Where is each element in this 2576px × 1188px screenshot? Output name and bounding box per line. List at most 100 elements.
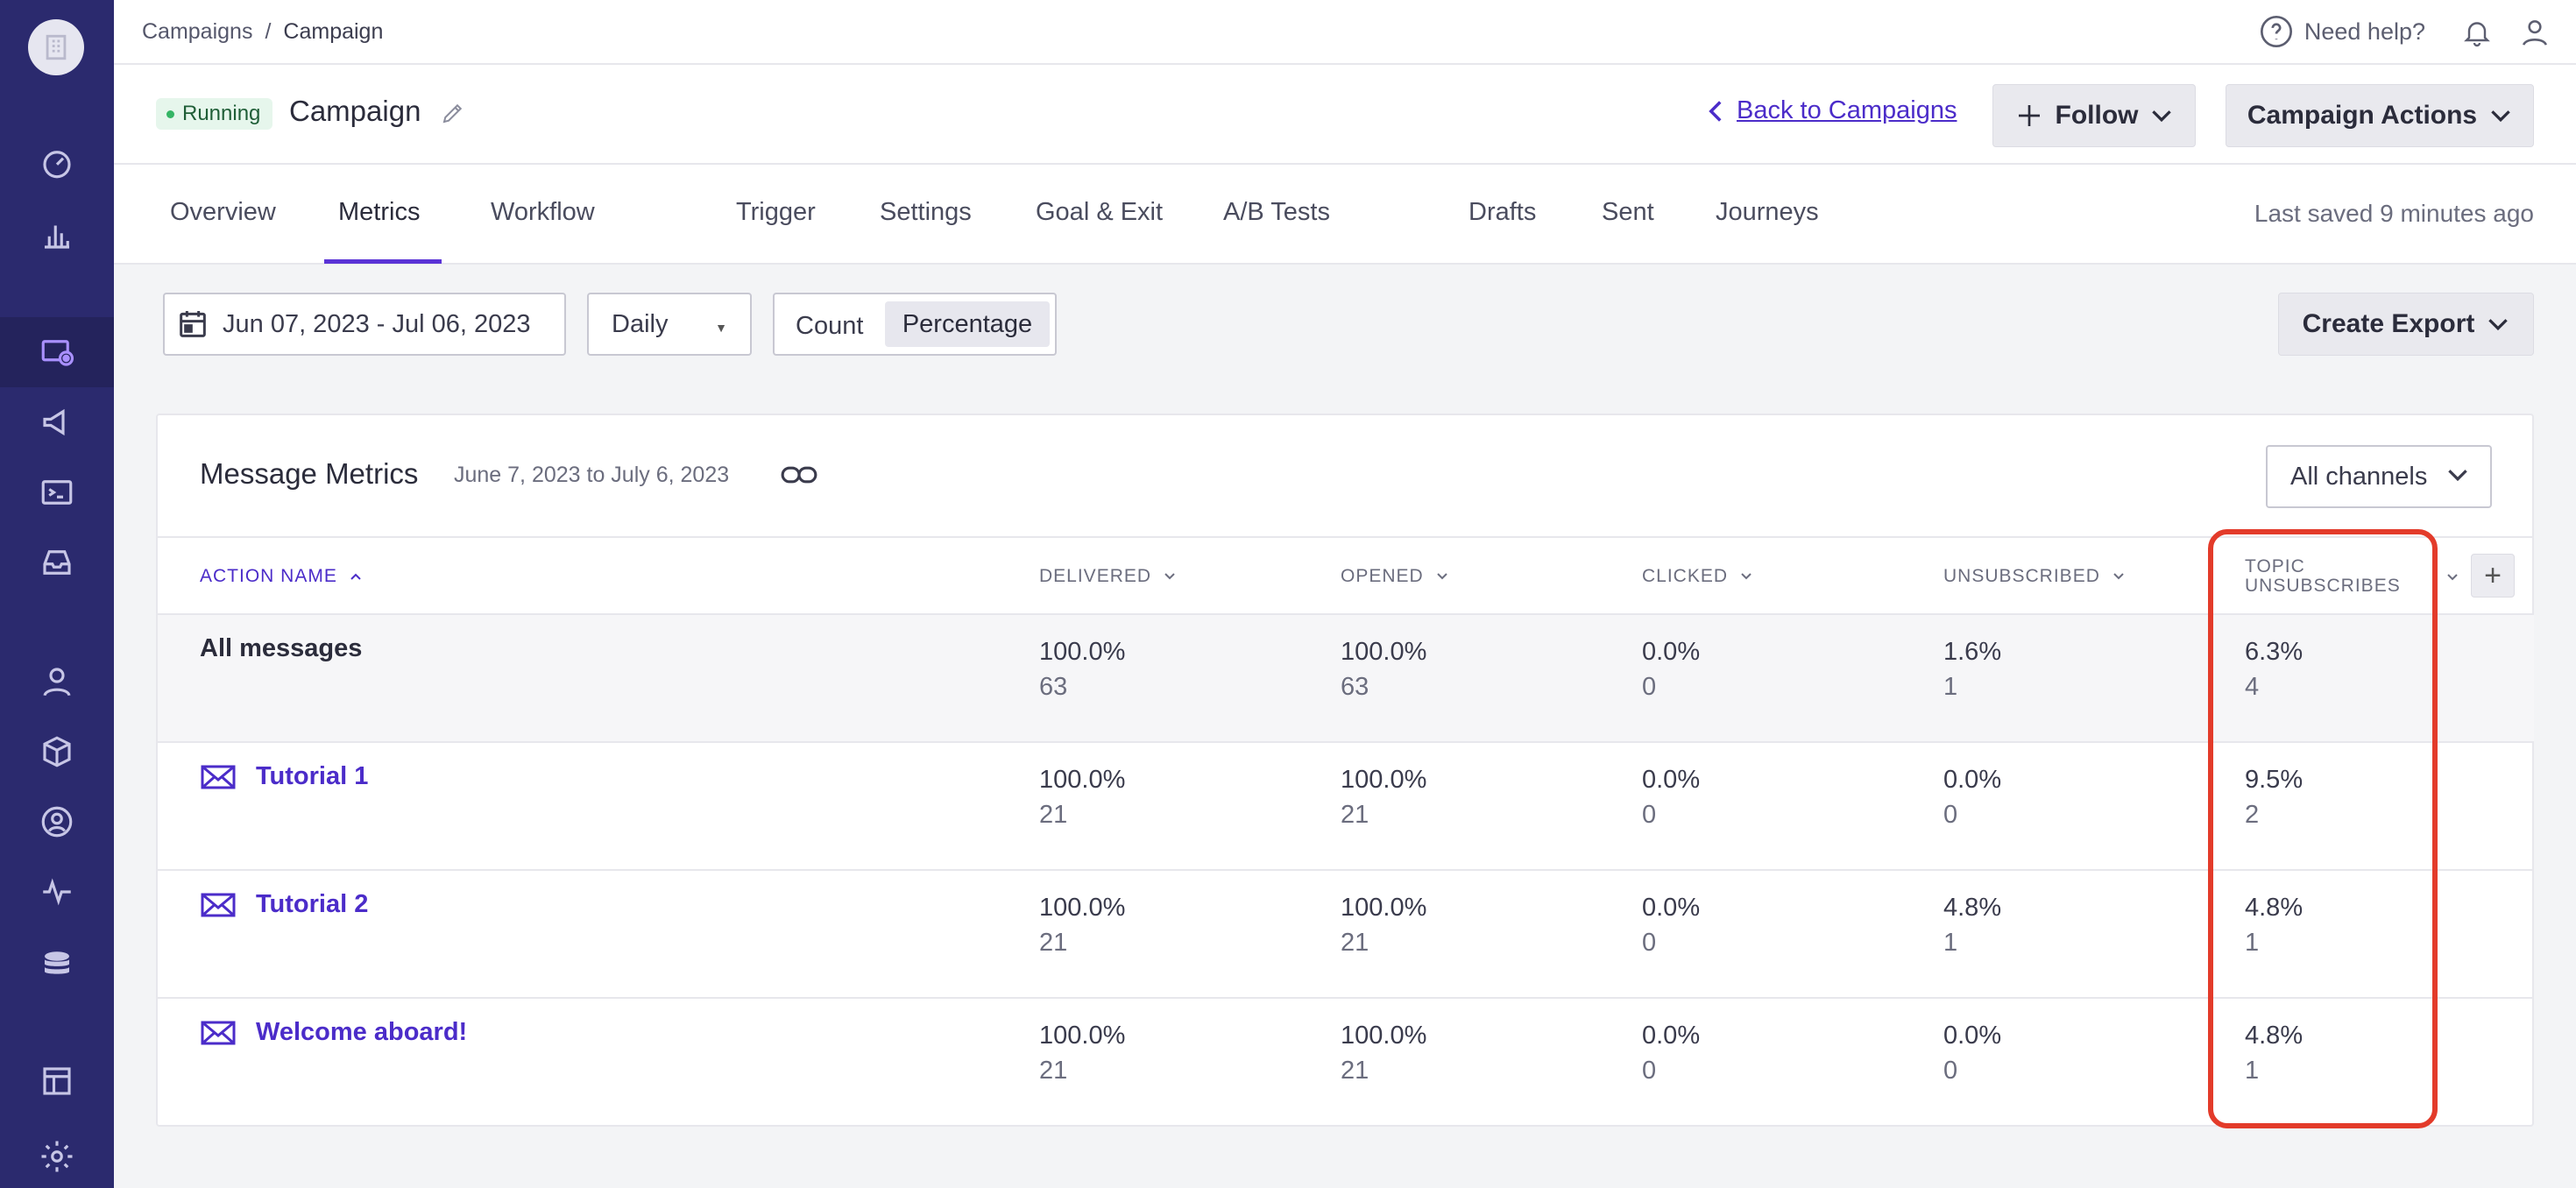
opened-count: 21: [1341, 801, 1369, 829]
notifications-bell-icon[interactable]: [2459, 14, 2495, 51]
message-link[interactable]: Welcome aboard!: [200, 1018, 467, 1047]
segments-icon[interactable]: [0, 787, 114, 857]
table-row: All messages 100.0% 63 100.0% 63 0.0% 0 1.6…: [158, 615, 2534, 743]
tab-overview[interactable]: Overview: [170, 198, 276, 226]
delivered-count: 21: [1039, 929, 1068, 957]
tab-journeys[interactable]: Journeys: [1716, 198, 1819, 226]
back-to-campaigns-link[interactable]: Back to Campaigns: [1707, 96, 1957, 125]
breadcrumb: Campaigns / Campaign: [142, 19, 383, 45]
message-metrics-card: Message Metrics June 7, 2023 to July 6, …: [156, 414, 2534, 1127]
inbox-icon[interactable]: [0, 527, 114, 598]
delivered-pct: 100.0%: [1039, 1022, 1126, 1050]
tab-sent[interactable]: Sent: [1602, 198, 1654, 226]
activity-icon[interactable]: [0, 857, 114, 927]
column-unsubscribed[interactable]: UNSUBSCRIBED: [1943, 538, 2125, 615]
topic-unsubscribes-count: 1: [2245, 1057, 2260, 1085]
last-saved-status: Last saved 9 minutes ago: [2254, 200, 2534, 227]
column-opened[interactable]: OPENED: [1341, 538, 1448, 615]
chevron-down-icon: [2488, 319, 2509, 331]
clicked-pct: 0.0%: [1642, 1022, 1701, 1050]
channel-filter-select[interactable]: All channels: [2266, 445, 2492, 508]
campaigns-icon[interactable]: [0, 317, 114, 387]
topic-unsubscribes-cell: 6.3% 4: [2245, 634, 2303, 704]
tab-goal-exit[interactable]: Goal & Exit: [1036, 198, 1164, 226]
opened-count: 21: [1341, 929, 1369, 957]
copy-link-icon[interactable]: [780, 459, 818, 491]
unsubscribed-cell: 0.0% 0: [1943, 1018, 2001, 1088]
clicked-count: 0: [1642, 1057, 1657, 1085]
column-opened-label: OPENED: [1341, 566, 1424, 586]
message-link[interactable]: Tutorial 1: [200, 762, 368, 791]
need-help-link[interactable]: Need help?: [2259, 14, 2425, 49]
tab-metrics[interactable]: Metrics: [338, 198, 421, 226]
sort-chevron-icon[interactable]: [2446, 573, 2459, 582]
mode-percentage-button[interactable]: Percentage: [885, 301, 1050, 347]
clicked-cell: 0.0% 0: [1642, 634, 1700, 704]
add-column-button[interactable]: +: [2471, 554, 2515, 598]
analytics-icon[interactable]: [0, 200, 114, 270]
column-action-label: ACTION NAME: [200, 566, 337, 586]
tab-ab-tests[interactable]: A/B Tests: [1223, 198, 1330, 226]
message-link[interactable]: Tutorial 2: [200, 890, 368, 919]
channel-filter-value: All channels: [2290, 462, 2428, 491]
column-clicked[interactable]: CLICKED: [1642, 538, 1752, 615]
clicked-pct: 0.0%: [1642, 638, 1701, 666]
table-header: ACTION NAME DELIVERED OPENED CLICKED UNS…: [158, 536, 2534, 615]
follow-button[interactable]: Follow: [1992, 84, 2196, 147]
caret-down-icon: ▼: [715, 321, 727, 335]
tab-trigger[interactable]: Trigger: [736, 198, 816, 226]
breadcrumb-separator: /: [265, 19, 272, 44]
column-action-name[interactable]: ACTION NAME: [200, 538, 362, 615]
tab-settings[interactable]: Settings: [880, 198, 972, 226]
unsubscribed-cell: 1.6% 1: [1943, 634, 2001, 704]
topic-unsubscribes-cell: 4.8% 1: [2245, 1018, 2303, 1088]
interval-select[interactable]: Daily ▼: [587, 293, 752, 356]
topic-unsubscribes-cell: 4.8% 1: [2245, 890, 2303, 960]
need-help-label: Need help?: [2304, 18, 2425, 45]
unsubscribed-cell: 4.8% 1: [1943, 890, 2001, 960]
message-name: Tutorial 1: [256, 762, 369, 790]
create-export-button[interactable]: Create Export: [2278, 293, 2534, 356]
topic-unsubscribes-count: 1: [2245, 929, 2260, 957]
opened-cell: 100.0% 63: [1341, 634, 1426, 704]
delivered-cell: 100.0% 21: [1039, 1018, 1125, 1088]
delivered-count: 63: [1039, 673, 1068, 701]
user-account-icon[interactable]: [2516, 14, 2553, 51]
opened-pct: 100.0%: [1341, 766, 1427, 794]
content-icon[interactable]: [0, 1046, 114, 1116]
email-icon: [201, 765, 236, 788]
api-terminal-icon[interactable]: [0, 457, 114, 527]
settings-gear-icon[interactable]: [0, 1121, 114, 1188]
tab-workflow[interactable]: Workflow: [491, 198, 595, 226]
date-range-picker[interactable]: Jun 07, 2023 - Jul 06, 2023: [163, 293, 566, 356]
edit-pencil-icon[interactable]: [440, 100, 466, 126]
column-topic-label-line2: UNSUBSCRIBES: [2245, 576, 2401, 596]
clicked-cell: 0.0% 0: [1642, 762, 1700, 832]
column-delivered[interactable]: DELIVERED: [1039, 538, 1176, 615]
row-name: All messages: [200, 634, 363, 662]
dashboard-icon[interactable]: [0, 128, 114, 198]
column-topic-unsubscribes[interactable]: TOPIC UNSUBSCRIBES: [2245, 538, 2401, 615]
status-badge: Running: [156, 98, 273, 130]
chevron-down-icon: [2448, 470, 2467, 482]
delivered-count: 21: [1039, 801, 1068, 829]
delivered-cell: 100.0% 21: [1039, 890, 1125, 960]
column-topic-label-line1: TOPIC: [2245, 556, 2305, 576]
broadcast-icon[interactable]: [0, 387, 114, 457]
campaign-actions-button[interactable]: Campaign Actions: [2226, 84, 2534, 147]
mode-count-button[interactable]: Count: [796, 312, 864, 340]
active-tab-indicator: [324, 259, 442, 264]
delivered-cell: 100.0% 63: [1039, 634, 1125, 704]
campaign-title: Campaign: [289, 95, 421, 127]
workspace-logo[interactable]: [28, 19, 84, 75]
objects-icon[interactable]: [0, 717, 114, 787]
delivered-pct: 100.0%: [1039, 766, 1126, 794]
unsubscribed-count: 0: [1943, 1057, 1958, 1085]
breadcrumb-campaigns[interactable]: Campaigns: [142, 19, 253, 44]
data-icon[interactable]: [0, 930, 114, 1001]
people-icon[interactable]: [0, 647, 114, 717]
campaign-tabs: Overview Metrics Workflow Trigger Settin…: [114, 165, 2576, 265]
tab-drafts[interactable]: Drafts: [1468, 198, 1537, 226]
date-range-value: Jun 07, 2023 - Jul 06, 2023: [223, 309, 531, 338]
create-export-label: Create Export: [2302, 309, 2475, 338]
